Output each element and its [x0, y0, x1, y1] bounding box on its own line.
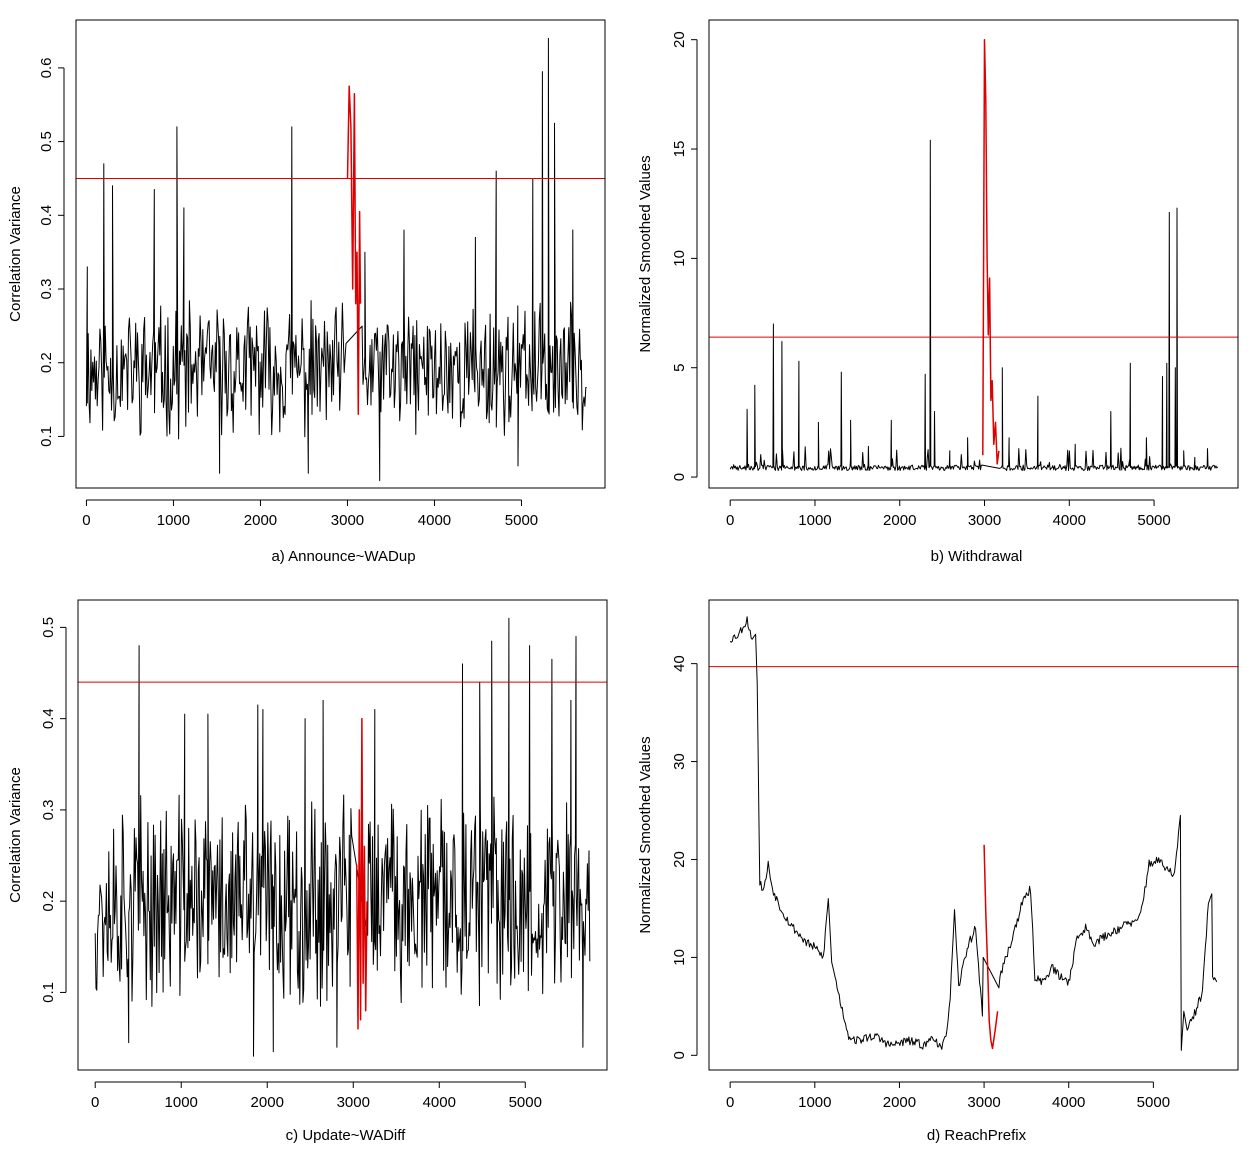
- y-tick-label: 0.4: [38, 205, 55, 226]
- panel-caption: a) Announce~WADup: [271, 548, 415, 565]
- x-tick-label: 5000: [1137, 512, 1170, 529]
- x-tick-label: 2000: [883, 512, 916, 529]
- x-tick-label: 0: [91, 1094, 99, 1111]
- y-tick-label: 0: [671, 473, 688, 481]
- panel-caption: d) ReachPrefix: [927, 1127, 1027, 1144]
- x-tick-label: 3000: [968, 512, 1001, 529]
- y-tick-label: 30: [671, 753, 688, 770]
- x-tick-label: 1000: [165, 1094, 198, 1111]
- panel-b: 0 1000 2000 3000 4000 5000 0 5 10 15 20 Normalized …: [637, 19, 1239, 565]
- x-tick-label: 0: [726, 1094, 734, 1111]
- y-tick-label: 0.1: [38, 426, 55, 447]
- y-tick-label: 0.2: [40, 891, 57, 912]
- plot-area: [85, 37, 587, 482]
- plot-area: [729, 616, 1218, 1051]
- plot-area: [94, 617, 591, 1057]
- x-tick-label: 1000: [798, 512, 831, 529]
- x-tick-label: 5000: [1137, 1094, 1170, 1111]
- y-tick-label: 20: [671, 31, 688, 48]
- y-tick-label: 20: [671, 851, 688, 868]
- panel-c: 0 1000 2000 3000 4000 5000 0.1 0.2 0.3 0.4 0.5 Corr…: [7, 599, 608, 1144]
- y-tick-label: 0.3: [40, 799, 57, 820]
- series-line-variance: [85, 37, 587, 482]
- x-tick-label: 5000: [505, 512, 538, 529]
- y-tick-label: 5: [671, 364, 688, 372]
- y-tick-label: 0.5: [40, 617, 57, 638]
- x-tick-label: 2000: [251, 1094, 284, 1111]
- plot-frame: [708, 19, 1239, 489]
- panel-a: 0 1000 2000 3000 4000 5000 0.1 0.2 0.3 0.4 0.5 0.6 C…: [7, 19, 606, 565]
- series-line-event: [355, 717, 368, 1030]
- series-line-event: [346, 85, 362, 416]
- y-tick-label: 0.6: [38, 57, 55, 78]
- plot-frame: [75, 19, 606, 489]
- x-tick-label: 2000: [244, 512, 277, 529]
- x-tick-label: 2000: [883, 1094, 916, 1111]
- series-line-event: [982, 38, 1000, 465]
- x-tick-label: 1000: [798, 1094, 831, 1111]
- y-tick-label: 0.5: [38, 131, 55, 152]
- panel-caption: b) Withdrawal: [931, 548, 1023, 565]
- y-tick-label: 40: [671, 655, 688, 672]
- panel-d: 0 1000 2000 3000 4000 5000 0 10 20 30 40 Normalized…: [637, 599, 1239, 1144]
- plot-frame: [77, 599, 608, 1071]
- series-line-reach: [729, 616, 1218, 1051]
- panel-caption: c) Update~WADiff: [286, 1127, 406, 1144]
- series-line-variance: [94, 617, 591, 1057]
- y-tick-label: 0.2: [38, 352, 55, 373]
- y-axis-label: Normalized Smoothed Values: [637, 155, 654, 352]
- y-tick-label: 15: [671, 141, 688, 158]
- y-tick-label: 10: [671, 949, 688, 966]
- x-tick-label: 4000: [1053, 512, 1086, 529]
- series-line-withdrawal: [729, 139, 1219, 471]
- x-tick-label: 3000: [331, 512, 364, 529]
- x-tick-label: 0: [82, 512, 90, 529]
- x-tick-label: 1000: [157, 512, 190, 529]
- series-line-event: [983, 844, 999, 1050]
- x-tick-label: 3000: [337, 1094, 370, 1111]
- plot-frame: [708, 599, 1239, 1071]
- y-axis-label: Correlation Variance: [7, 186, 24, 322]
- x-tick-label: 4000: [423, 1094, 456, 1111]
- y-tick-label: 0: [671, 1051, 688, 1059]
- x-tick-label: 4000: [1052, 1094, 1085, 1111]
- y-tick-label: 0.3: [38, 279, 55, 300]
- x-tick-label: 0: [726, 512, 734, 529]
- y-axis-label: Normalized Smoothed Values: [637, 736, 654, 933]
- y-tick-label: 0.4: [40, 708, 57, 729]
- x-tick-label: 3000: [967, 1094, 1000, 1111]
- plot-area: [729, 38, 1219, 471]
- y-tick-label: 10: [671, 250, 688, 267]
- x-tick-label: 5000: [509, 1094, 542, 1111]
- x-tick-label: 4000: [418, 512, 451, 529]
- y-tick-label: 0.1: [40, 982, 57, 1003]
- y-axis-label: Correlation Variance: [7, 767, 24, 903]
